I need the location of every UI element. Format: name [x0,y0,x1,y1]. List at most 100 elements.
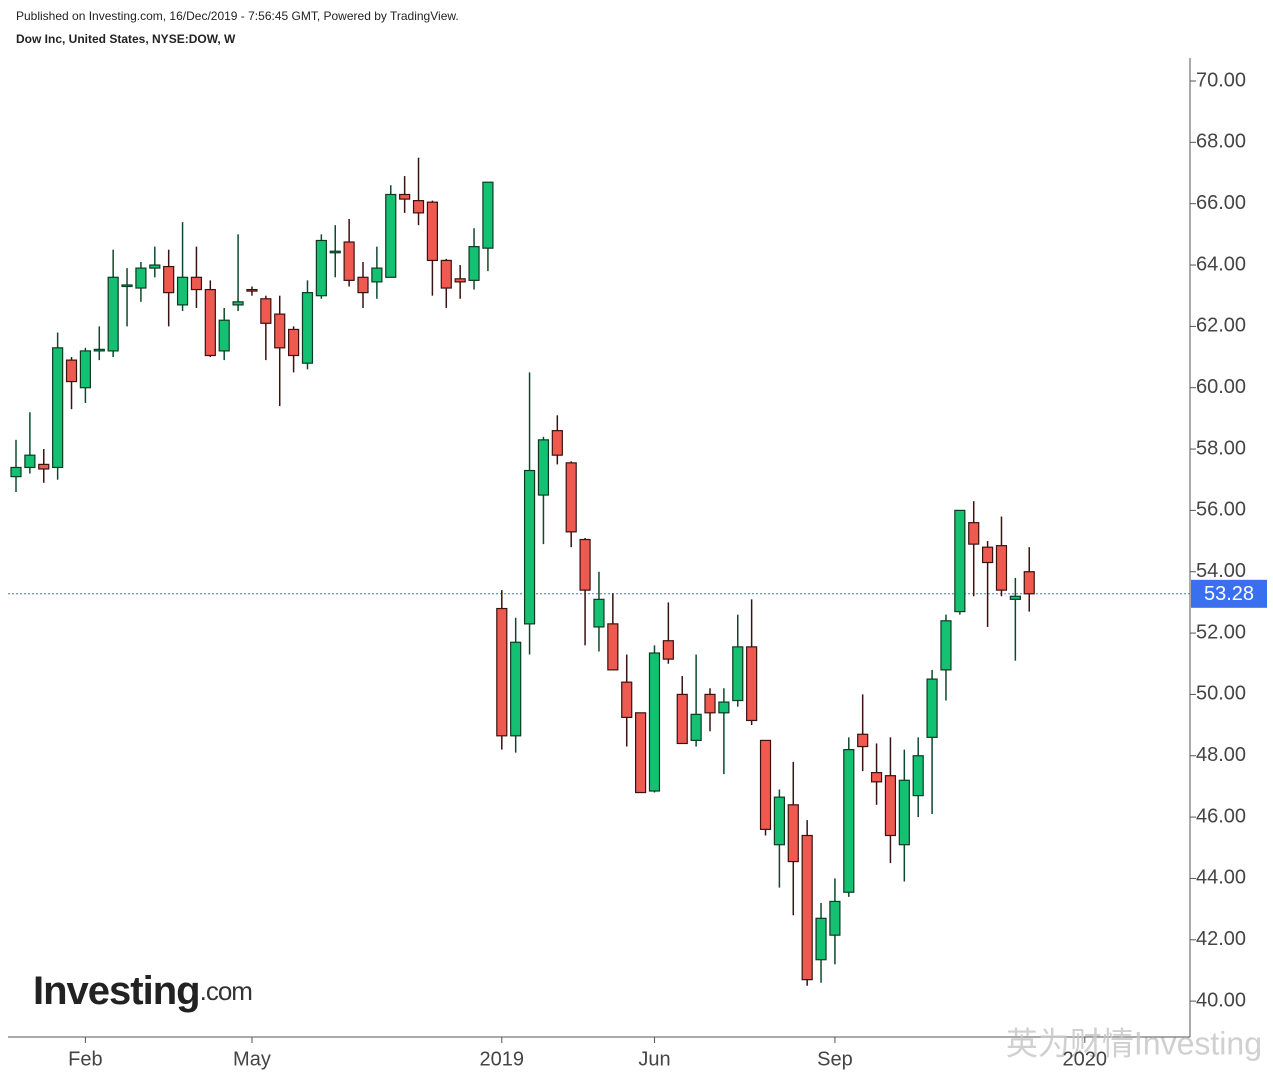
candle-body [551,430,563,456]
x-tick-label: Jun [638,1048,670,1070]
candle-body [288,328,300,357]
y-tick-label: 64.00 [1196,253,1246,275]
candle-body [676,693,688,745]
x-tick-label: May [233,1048,271,1070]
candle-body [135,267,147,289]
candle-body [954,509,966,613]
candle-body [593,598,605,628]
candle-body [537,439,550,496]
candle-body [690,713,702,742]
candle-body [565,462,577,533]
candle-body [634,712,647,794]
candle-body [246,288,258,292]
candle-body [38,463,50,470]
y-tick-label: 66.00 [1196,192,1246,214]
candle-body [496,607,508,737]
candle-body [440,259,452,289]
y-tick-label: 40.00 [1196,989,1246,1011]
candle-body [912,755,924,797]
candle-body [399,193,411,200]
candle-body [815,917,827,961]
candle-body [176,276,189,306]
candle-body [301,292,314,364]
candle-body [24,454,36,469]
candle-body [662,640,674,660]
candle-body [995,545,1008,591]
candle-body [454,278,466,283]
y-tick-label: 62.00 [1196,315,1246,337]
candle-body [510,641,522,737]
candle-body [426,201,438,262]
candle-body [52,347,64,469]
last-price-label: 53.28 [1204,583,1254,605]
y-tick-label: 52.00 [1196,621,1246,643]
candle-body [468,246,480,281]
candle-body [773,796,786,846]
candle-body [190,276,203,291]
candle-body [10,466,22,478]
candle-body [884,775,897,837]
candle-body [357,276,369,294]
candle-body [523,469,536,625]
candle-body [843,749,855,893]
candle-body [981,546,994,564]
y-tick-label: 50.00 [1196,683,1246,705]
candle-body [204,288,216,357]
watermark: 英为财情Investing [1006,1025,1262,1061]
candle-body [371,267,383,283]
candle-body [329,250,341,254]
y-tick-label: 44.00 [1196,867,1246,889]
candle-body [163,265,175,294]
candle-body [482,181,494,249]
x-tick-label: 2020 [1063,1048,1108,1070]
candle-body [870,772,883,783]
x-tick-label: Feb [68,1048,102,1070]
y-tick-label: 48.00 [1196,744,1246,766]
candle-body [1009,595,1021,600]
candle-body [412,200,425,214]
candle-body [260,298,272,324]
y-tick-label: 60.00 [1196,376,1246,398]
chart-title: Dow Inc, United States, NYSE:DOW, W [16,32,236,46]
published-note: Published on Investing.com, 16/Dec/2019 … [16,9,459,23]
candle-body [940,620,952,671]
candle-body [704,693,716,714]
candle-body [343,241,355,281]
candle-body [1023,571,1035,595]
logo-text: Investing [33,969,200,1013]
candle-body [732,646,744,702]
y-tick-label: 46.00 [1196,805,1246,827]
candle-body [274,313,286,349]
candle-body [121,284,133,288]
candle-body [926,678,938,738]
candle-body [648,652,661,792]
y-tick-label: 54.00 [1196,560,1246,582]
y-tick-label: 42.00 [1196,928,1246,950]
candle-body [746,646,758,722]
candle-body [232,301,244,306]
y-tick-label: 70.00 [1196,69,1246,91]
candle-body [149,264,161,269]
candle-body [107,276,119,352]
y-tick-label: 68.00 [1196,131,1246,153]
candle-body [759,739,772,830]
candle-body [801,834,813,981]
candle-body [718,701,730,714]
candle-body [579,538,591,591]
candle-body [218,319,230,352]
candle-body [857,733,869,748]
y-tick-label: 58.00 [1196,437,1246,459]
last-price-box [1191,579,1267,608]
candle-body [621,681,633,719]
logo: Investing.com [33,969,252,1013]
x-tick-label: Sep [817,1048,853,1070]
x-tick-label: 2019 [480,1048,525,1070]
candle-body [93,348,105,352]
candle-body [79,350,92,389]
candle-body [65,359,78,383]
logo-suffix: .com [200,976,252,1006]
candle-body [968,522,980,545]
candle-body [898,779,910,846]
